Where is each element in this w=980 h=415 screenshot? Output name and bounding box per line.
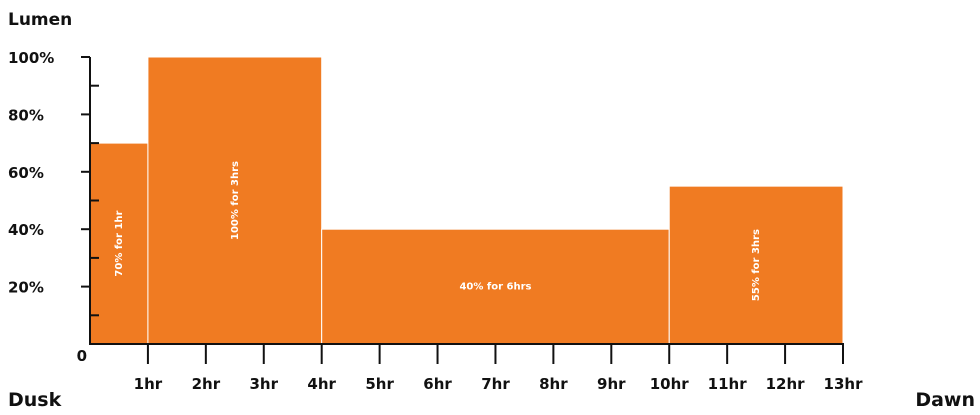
- dawn-label: Dawn: [915, 389, 975, 411]
- x-tick-label-1hr: 1hr: [134, 375, 163, 393]
- x-tick-label-9hr: 9hr: [597, 375, 626, 393]
- x-tick-label-5hr: 5hr: [365, 375, 394, 393]
- y-tick-label-60%: 60%: [8, 164, 44, 182]
- x-tick-label-0: 0: [77, 347, 87, 365]
- bars: 70% for 1hr 100% for 3hrs 40% for 6hrs 55% …: [89, 56, 844, 345]
- x-tick-label-4hr: 4hr: [307, 375, 336, 393]
- x-tick-label-2hr: 2hr: [192, 375, 221, 393]
- x-tick-label-8hr: 8hr: [539, 375, 568, 393]
- x-tick-label-11hr: 11hr: [708, 375, 748, 393]
- x-tick-label-6hr: 6hr: [423, 375, 452, 393]
- y-axis-title: Lumen: [8, 10, 72, 30]
- bar-4-label: 55% for 3hrs: [751, 229, 762, 301]
- bar-1: [89, 142, 149, 345]
- bar-3: [321, 228, 670, 345]
- x-tick-label-3hr: 3hr: [250, 375, 279, 393]
- bar-2-label: 100% for 3hrs: [230, 161, 241, 240]
- x-tick-label-7hr: 7hr: [481, 375, 510, 393]
- y-ticks: 20% 40% 60% 80% 100%: [8, 49, 99, 317]
- x-tick-label-12hr: 12hr: [766, 375, 806, 393]
- y-tick-label-20%: 20%: [8, 279, 44, 297]
- x-tick-label-13hr: 13hr: [824, 375, 864, 393]
- bar-4: [668, 185, 844, 345]
- y-tick-label-100%: 100%: [8, 49, 54, 67]
- dusk-label: Dusk: [8, 389, 62, 411]
- y-tick-label-80%: 80%: [8, 106, 44, 124]
- x-tick-label-10hr: 10hr: [650, 375, 690, 393]
- bar-2: [147, 56, 323, 345]
- y-tick-label-40%: 40%: [8, 221, 44, 239]
- x-ticks: 0 1hr 2hr 3hr 4hr 5hr 6hr 7hr 8hr 9hr 10hr 11hr 12hr…: [77, 344, 864, 393]
- bar-3-label: 40% for 6hrs: [459, 282, 531, 293]
- bar-1-label: 70% for 1hr: [114, 210, 125, 276]
